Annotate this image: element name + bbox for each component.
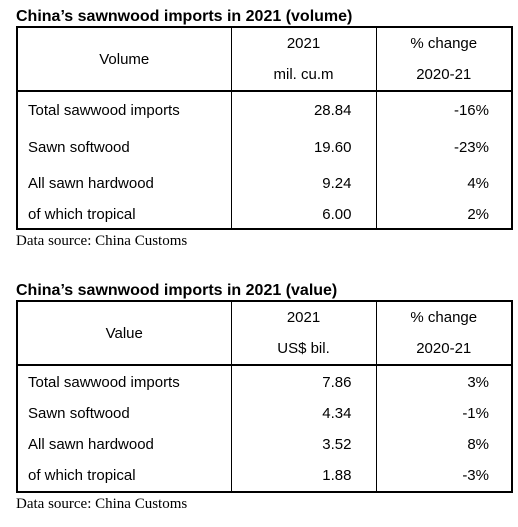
- row-change: -3%: [375, 460, 512, 492]
- row-value: 9.24: [322, 175, 352, 192]
- value-header-unit: US$ bil.: [231, 333, 376, 366]
- row-change: 8%: [375, 429, 512, 460]
- table-row: of which tropical 1.88 -3%: [17, 460, 512, 492]
- row-value: 4.34: [322, 405, 352, 422]
- row-change: 4%: [375, 166, 512, 201]
- value-table: Value 2021 % change US$ bil. 2020-21 Tot…: [16, 300, 513, 493]
- row-value: 1.88: [322, 467, 352, 484]
- value-header-label: Value: [17, 301, 232, 366]
- value-table-title: China’s sawnwood imports in 2021 (value): [16, 282, 338, 299]
- volume-table-title: China’s sawnwood imports in 2021 (volume…: [16, 8, 353, 25]
- table-row: of which tropical 6.00 2%: [17, 201, 512, 229]
- row-change: -23%: [375, 129, 512, 166]
- volume-header-period: 2020-21: [375, 59, 512, 92]
- row-change: -16%: [375, 91, 512, 129]
- row-label: Sawn softwood: [17, 398, 232, 429]
- row-change: 2%: [375, 201, 512, 229]
- value-header-year: 2021: [286, 309, 321, 326]
- volume-table: Volume 2021 % change mil. cu.m 2020-21 T…: [16, 26, 513, 230]
- volume-table-block: China’s sawnwood imports in 2021 (volume…: [16, 7, 513, 252]
- row-label: of which tropical: [17, 460, 232, 492]
- table-row: All sawn hardwood 3.52 8%: [17, 429, 512, 460]
- row-value: 3.52: [322, 436, 352, 453]
- table-row: Total sawwood imports 28.84 -16%: [17, 91, 512, 129]
- row-change: 3%: [375, 365, 512, 398]
- row-value: 7.86: [322, 373, 352, 391]
- volume-data-source: Data source: China Customs: [16, 233, 188, 249]
- table-row: Sawn softwood 19.60 -23%: [17, 129, 512, 166]
- row-change: -1%: [375, 398, 512, 429]
- row-value: 19.60: [313, 139, 352, 156]
- row-label: of which tropical: [17, 201, 232, 229]
- volume-header-unit: mil. cu.m: [231, 59, 376, 92]
- value-data-source: Data source: China Customs: [16, 496, 188, 512]
- table-row: All sawn hardwood 9.24 4%: [17, 166, 512, 201]
- value-header-change: % change: [375, 301, 512, 333]
- value-table-block: China’s sawnwood imports in 2021 (value)…: [16, 281, 513, 515]
- row-label: All sawn hardwood: [17, 429, 232, 460]
- volume-header-year: 2021: [286, 35, 321, 52]
- row-label: Sawn softwood: [17, 129, 232, 166]
- volume-header-change: % change: [375, 27, 512, 59]
- table-row: Total sawwood imports 7.86 3%: [17, 365, 512, 398]
- row-label: Total sawwood imports: [17, 365, 232, 398]
- row-label: Total sawwood imports: [17, 91, 232, 129]
- row-value: 6.00: [322, 206, 352, 223]
- row-label: All sawn hardwood: [17, 166, 232, 201]
- volume-header-label: Volume: [17, 27, 232, 92]
- value-header-period: 2020-21: [375, 333, 512, 366]
- row-value: 28.84: [313, 102, 352, 119]
- table-row: Sawn softwood 4.34 -1%: [17, 398, 512, 429]
